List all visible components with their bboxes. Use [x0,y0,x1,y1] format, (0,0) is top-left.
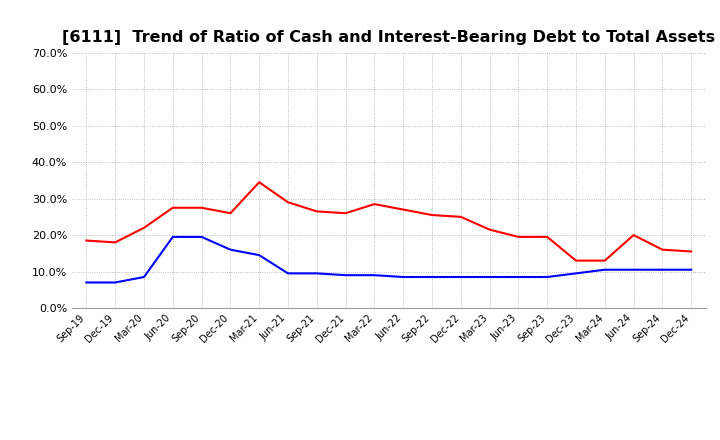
Cash [226,211,235,216]
Interest-Bearing Debt [111,280,120,285]
Cash [197,205,206,210]
Interest-Bearing Debt [197,234,206,239]
Title: [6111]  Trend of Ratio of Cash and Interest-Bearing Debt to Total Assets: [6111] Trend of Ratio of Cash and Intere… [62,29,716,45]
Legend: Cash, Interest-Bearing Debt: Cash, Interest-Bearing Debt [253,437,524,440]
Interest-Bearing Debt [284,271,292,276]
Interest-Bearing Debt [514,275,523,280]
Cash [370,202,379,207]
Cash [658,247,667,252]
Line: Cash: Cash [86,182,691,260]
Cash [629,232,638,238]
Interest-Bearing Debt [370,272,379,278]
Cash [428,213,436,218]
Cash [140,225,148,231]
Interest-Bearing Debt [572,271,580,276]
Interest-Bearing Debt [399,275,408,280]
Cash [255,180,264,185]
Cash [543,234,552,239]
Interest-Bearing Debt [600,267,609,272]
Interest-Bearing Debt [255,253,264,258]
Interest-Bearing Debt [543,275,552,280]
Cash [485,227,494,232]
Interest-Bearing Debt [428,275,436,280]
Cash [341,211,350,216]
Interest-Bearing Debt [687,267,696,272]
Cash [168,205,177,210]
Line: Interest-Bearing Debt: Interest-Bearing Debt [86,237,691,282]
Interest-Bearing Debt [658,267,667,272]
Interest-Bearing Debt [312,271,321,276]
Interest-Bearing Debt [456,275,465,280]
Interest-Bearing Debt [629,267,638,272]
Cash [111,240,120,245]
Cash [284,200,292,205]
Cash [572,258,580,263]
Interest-Bearing Debt [485,275,494,280]
Interest-Bearing Debt [341,272,350,278]
Interest-Bearing Debt [82,280,91,285]
Cash [312,209,321,214]
Interest-Bearing Debt [140,275,148,280]
Interest-Bearing Debt [226,247,235,252]
Interest-Bearing Debt [168,234,177,239]
Cash [600,258,609,263]
Cash [687,249,696,254]
Cash [399,207,408,212]
Cash [514,234,523,239]
Cash [456,214,465,220]
Cash [82,238,91,243]
